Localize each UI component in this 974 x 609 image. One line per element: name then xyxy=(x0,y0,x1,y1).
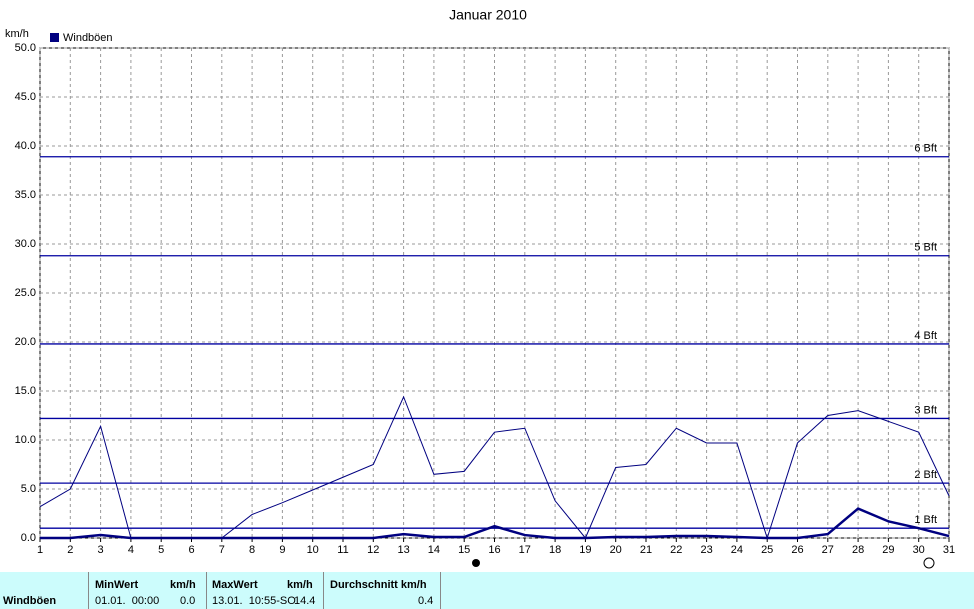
x-tick-label: 5 xyxy=(158,544,164,556)
separator xyxy=(88,572,89,609)
y-tick-label: 15.0 xyxy=(15,385,36,397)
separator xyxy=(323,572,324,609)
x-tick-label: 10 xyxy=(307,544,319,556)
cell: 0.0 xyxy=(180,595,196,607)
reference-label: 1 Bft xyxy=(914,514,937,526)
x-tick-label: 14 xyxy=(428,544,440,556)
col-unit: km/h xyxy=(287,579,313,591)
x-tick-label: 27 xyxy=(822,544,834,556)
reference-label: 3 Bft xyxy=(914,404,937,416)
y-tick-label: 45.0 xyxy=(15,91,36,103)
y-tick-label: 50.0 xyxy=(15,42,36,54)
cell: 01.01. 00:00 xyxy=(95,595,160,607)
legend-swatch xyxy=(50,33,59,42)
x-tick-label: 26 xyxy=(791,544,803,556)
separator xyxy=(440,572,441,609)
legend-label: Windböen xyxy=(63,32,113,44)
col-header: MaxWert xyxy=(212,579,258,591)
x-tick-label: 23 xyxy=(700,544,712,556)
cell: 14.4 xyxy=(294,595,316,607)
y-tick-label: 5.0 xyxy=(21,483,36,495)
x-tick-label: 4 xyxy=(128,544,134,556)
x-tick-label: 15 xyxy=(458,544,470,556)
x-tick-label: 13 xyxy=(397,544,409,556)
cell: 0.4 xyxy=(418,595,434,607)
x-tick-label: 31 xyxy=(943,544,955,556)
cell: 13.01. 10:55-SO xyxy=(212,595,296,607)
x-tick-label: 25 xyxy=(761,544,773,556)
moon-icon xyxy=(923,557,935,569)
x-tick-label: 18 xyxy=(549,544,561,556)
x-tick-label: 8 xyxy=(249,544,255,556)
col-unit: km/h xyxy=(170,579,196,591)
x-tick-label: 7 xyxy=(219,544,225,556)
x-tick-label: 28 xyxy=(852,544,864,556)
x-tick-label: 30 xyxy=(913,544,925,556)
reference-label: 2 Bft xyxy=(914,469,937,481)
y-tick-label: 30.0 xyxy=(15,238,36,250)
row-label: Windböen xyxy=(3,595,57,607)
x-tick-label: 6 xyxy=(188,544,194,556)
x-tick-label: 12 xyxy=(367,544,379,556)
x-tick-label: 29 xyxy=(882,544,894,556)
y-unit: km/h xyxy=(5,28,29,40)
y-tick-label: 40.0 xyxy=(15,140,36,152)
reference-label: 5 Bft xyxy=(914,242,937,254)
reference-label: 6 Bft xyxy=(914,143,937,155)
x-tick-label: 9 xyxy=(279,544,285,556)
chart-title: Januar 2010 xyxy=(449,7,527,23)
x-tick-label: 17 xyxy=(519,544,531,556)
x-tick-label: 16 xyxy=(488,544,500,556)
x-tick-label: 19 xyxy=(579,544,591,556)
x-tick-label: 22 xyxy=(670,544,682,556)
x-tick-label: 21 xyxy=(640,544,652,556)
summary-table: Windböen MinWert km/h 01.01. 00:00 0.0 M… xyxy=(0,572,974,609)
x-tick-label: 3 xyxy=(98,544,104,556)
col-header: Durchschnitt km/h xyxy=(330,579,427,591)
x-tick-label: 2 xyxy=(67,544,73,556)
separator xyxy=(206,572,207,609)
col-header: MinWert xyxy=(95,579,139,591)
moon-icon xyxy=(472,559,480,567)
reference-label: 4 Bft xyxy=(914,330,937,342)
chart: Januar 2010 km/h Windböen 0.0 5.0 10.0 15.0… xyxy=(5,7,955,569)
x-tick-label: 24 xyxy=(731,544,743,556)
y-tick-label: 10.0 xyxy=(15,434,36,446)
x-tick-label: 20 xyxy=(610,544,622,556)
y-tick-label: 0.0 xyxy=(21,532,36,544)
x-tick-label: 11 xyxy=(337,544,348,556)
series-line xyxy=(40,507,950,540)
y-tick-label: 35.0 xyxy=(15,189,36,201)
y-tick-label: 20.0 xyxy=(15,336,36,348)
y-tick-label: 25.0 xyxy=(15,287,36,299)
x-tick-label: 1 xyxy=(37,544,43,556)
